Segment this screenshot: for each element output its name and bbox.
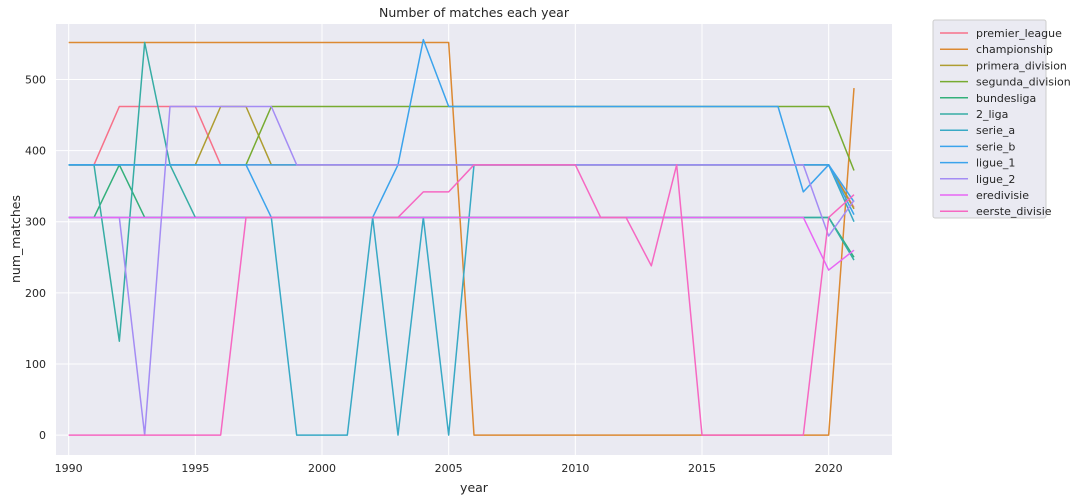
x-tick-label: 1990 — [55, 462, 83, 475]
y-tick-label: 200 — [25, 287, 46, 300]
x-axis-label: year — [460, 480, 489, 495]
y-tick-label: 100 — [25, 358, 46, 371]
gridlines — [56, 24, 892, 455]
series-line-eerste-divisie — [68, 164, 855, 436]
x-tick-label: 1995 — [181, 462, 209, 475]
series-lines — [68, 38, 855, 436]
y-axis-label: num_matches — [8, 195, 23, 283]
x-tick-label: 2005 — [435, 462, 463, 475]
x-axis-ticks: 1990 1995 2000 2005 2010 2015 2020 — [55, 462, 843, 475]
x-tick-label: 2010 — [561, 462, 589, 475]
legend-label: segunda_division — [976, 76, 1071, 89]
legend-label: serie_b — [976, 140, 1015, 153]
x-tick-label: 2020 — [815, 462, 843, 475]
legend-label: bundesliga — [976, 92, 1036, 105]
series-line-eredivisie — [68, 216, 855, 271]
legend-label: championship — [976, 43, 1053, 56]
y-tick-label: 400 — [25, 145, 46, 158]
legend-label: ligue_1 — [976, 157, 1015, 170]
legend-label: ligue_2 — [976, 173, 1015, 186]
legend-label: premier_league — [976, 27, 1062, 40]
y-tick-label: 0 — [39, 429, 46, 442]
legend-label: eerste_divisie — [976, 205, 1052, 218]
legend-label: 2_liga — [976, 108, 1008, 121]
legend-label: serie_a — [976, 124, 1015, 137]
chart-title: Number of matches each year — [379, 5, 570, 20]
y-axis-ticks: 0 100 200 300 400 500 — [25, 73, 46, 442]
legend-box — [932, 19, 1047, 219]
x-tick-label: 2000 — [308, 462, 336, 475]
legend-label: primera_division — [976, 59, 1067, 72]
plot-area — [56, 24, 892, 455]
legend-label: eredivisie — [976, 189, 1029, 202]
y-tick-label: 500 — [25, 73, 46, 86]
series-line-ligue-2 — [68, 105, 855, 436]
legend: premier_league championship primera_divisi… — [932, 19, 1071, 219]
y-tick-label: 300 — [25, 216, 46, 229]
x-tick-label: 2015 — [688, 462, 716, 475]
